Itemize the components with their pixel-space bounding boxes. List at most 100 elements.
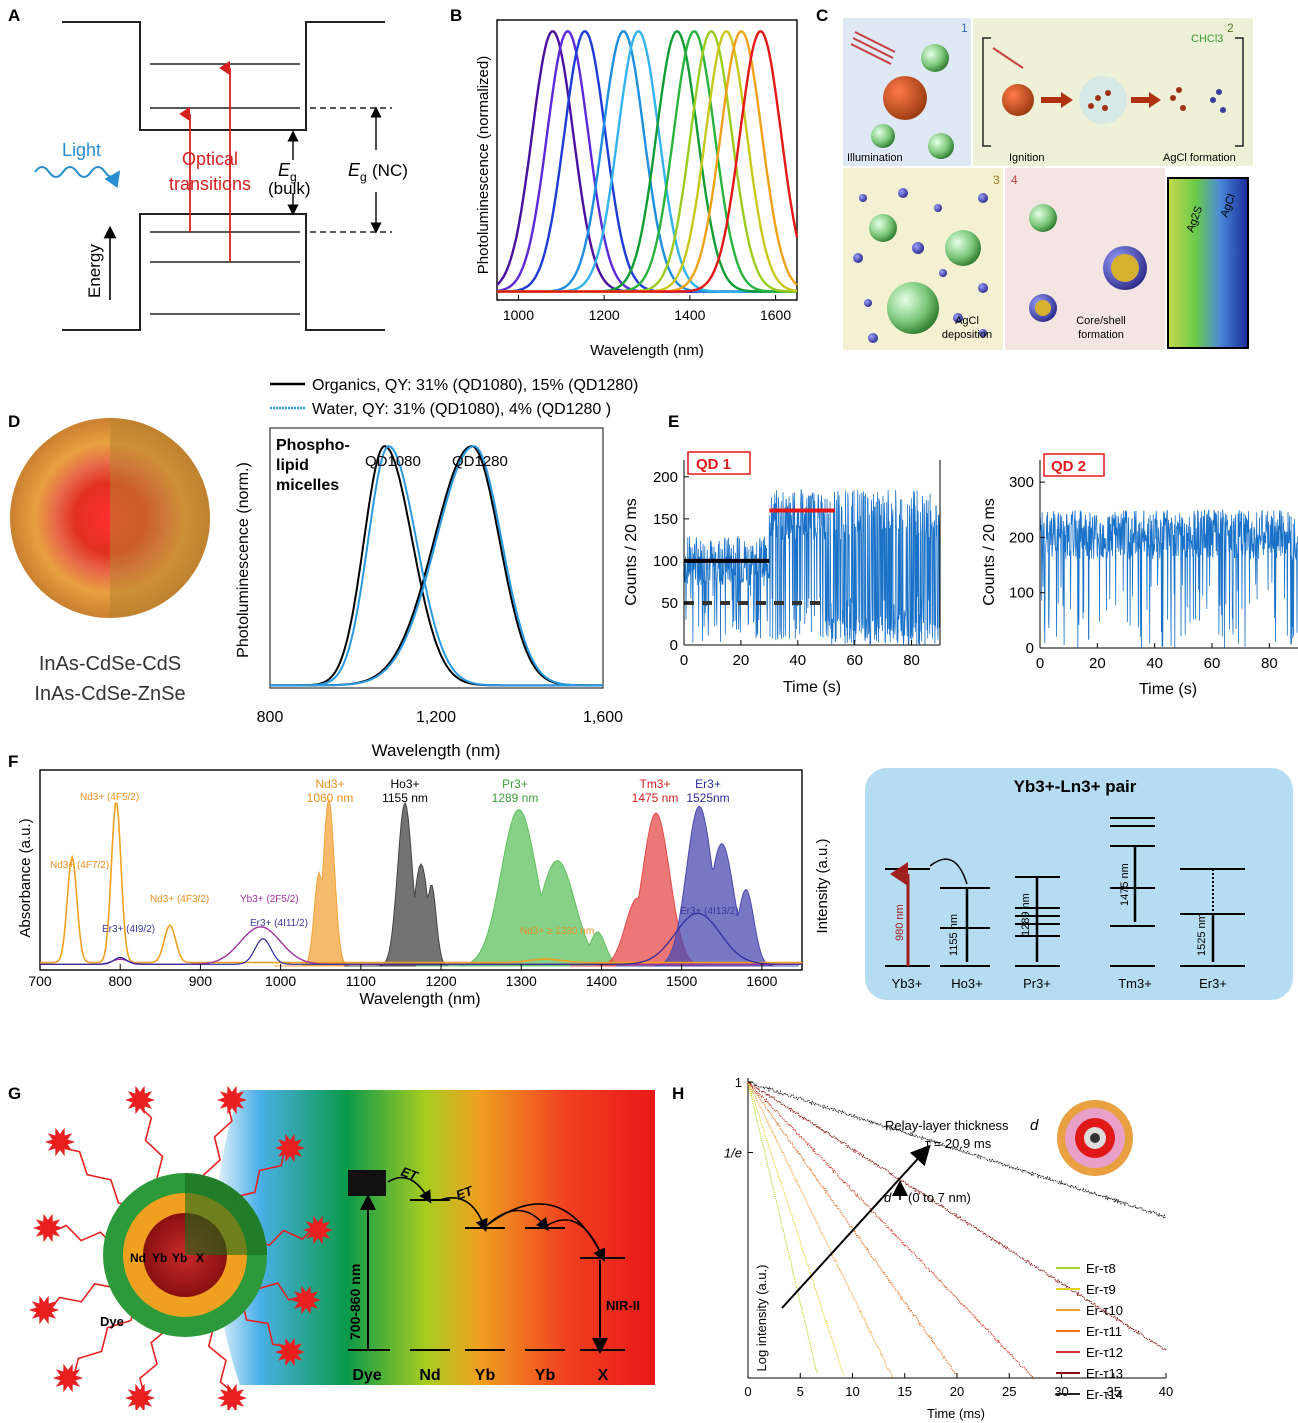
panel-label-d: D xyxy=(8,412,21,431)
g-et-2: ET xyxy=(454,1183,476,1203)
e-qd1-label: QD 1 xyxy=(696,456,731,473)
c-step2: 2 xyxy=(1227,21,1234,35)
g-dye-star-0 xyxy=(45,1127,75,1157)
f-xtick-9: 1600 xyxy=(746,973,777,989)
g-dye-star-2 xyxy=(217,1085,247,1115)
f-xtick-0: 700 xyxy=(28,973,52,989)
e-qd1-trace xyxy=(683,488,941,645)
e2-xtick-3: 60 xyxy=(1204,655,1221,672)
e-ylabel-2: Counts / 20 ms xyxy=(981,498,998,606)
f-abs-4: Yb3+ (2F5/2) xyxy=(240,894,299,905)
h-ytick-0: 1 xyxy=(735,1075,742,1090)
f-tm-ion: Tm3+ xyxy=(639,777,670,791)
g-dye-star-9 xyxy=(53,1363,83,1393)
c-step1: 1 xyxy=(961,21,968,35)
eg-nc-sub: g xyxy=(360,170,367,184)
d-qd1280: QD1280 xyxy=(452,453,508,470)
c-step3: 3 xyxy=(993,173,1000,187)
g-core-yb1: Yb xyxy=(152,1251,167,1265)
e1-xtick-1: 20 xyxy=(733,652,750,669)
h-series-0 xyxy=(747,1081,818,1374)
f-abs-6: Er3+ (4I13/2) xyxy=(680,906,739,917)
h-series-6 xyxy=(747,1079,1167,1219)
c-illumination: Illumination xyxy=(847,152,903,164)
h-xtick-8: 40 xyxy=(1159,1384,1173,1399)
g-dye-star-1 xyxy=(125,1085,155,1115)
f-abs-2: Nd3+ (4F3/2) xyxy=(150,894,209,905)
c-step4: 4 xyxy=(1011,173,1018,187)
f-er-abs xyxy=(40,912,802,965)
f-nd-wl: 1060 nm xyxy=(307,791,354,805)
panel-label-c: C xyxy=(816,6,829,25)
f-pr-ion: Pr3+ xyxy=(502,777,528,791)
h-series-5 xyxy=(747,1080,1167,1351)
e1-ytick-2: 100 xyxy=(653,553,678,570)
f-emission-1 xyxy=(343,801,482,967)
f-ylabel-2: Intensity (a.u.) xyxy=(814,838,831,933)
eg-bulk-e: E xyxy=(278,160,291,180)
ion-tm: Tm3+ xyxy=(1118,976,1152,991)
d-ylabel: Photoluminescence (norm.) xyxy=(235,462,252,658)
f-er-ion: Er3+ xyxy=(695,777,721,791)
c-coreshell-1: Core/shell xyxy=(1076,315,1126,327)
g-dye-star-7 xyxy=(217,1383,247,1410)
ion-yb: Yb3+ xyxy=(892,976,923,991)
g-level-yb2: Yb xyxy=(535,1367,556,1384)
ion-ho: Ho3+ xyxy=(951,976,982,991)
pair-box xyxy=(865,768,1293,1000)
e-qd2-trace xyxy=(1039,509,1298,648)
e1-xtick-3: 60 xyxy=(846,652,863,669)
arrow-1525: 1525 nm xyxy=(1196,913,1208,956)
f-xtick-4: 1100 xyxy=(346,973,376,989)
g-et-1: ET xyxy=(399,1164,421,1184)
b-xtick-0: 1000 xyxy=(503,307,534,323)
pair-title: Yb3+-Ln3+ pair xyxy=(1014,777,1137,796)
panel-label-f: F xyxy=(8,752,19,771)
f-xtick-3: 1000 xyxy=(265,973,296,989)
h-xtick-7: 35 xyxy=(1107,1384,1121,1399)
pl-spectra-chart-d: Organics, QY: 31% (QD1080), 15% (QD1280)… xyxy=(10,377,638,760)
f-abs-0: Nd3+ (4F7/2) xyxy=(50,860,109,871)
h-ylabel: Log intensity (a.u.) xyxy=(754,1265,769,1372)
f-ho-ion: Ho3+ xyxy=(390,777,419,791)
h-relay: Relay-layer thickness xyxy=(885,1118,1009,1133)
d-legend-organics: Organics, QY: 31% (QD1080), 15% (QD1280) xyxy=(312,377,638,394)
yb-ln-pair-diagram: Intensity (a.u.) Yb3+-Ln3+ pair 980 nm 1… xyxy=(814,768,1293,1000)
f-er-wl: 1525nm xyxy=(686,791,729,805)
d-inset-3: micelles xyxy=(276,477,339,494)
optical-label-1: Optical xyxy=(182,149,238,169)
g-level-yb1: Yb xyxy=(475,1367,496,1384)
d-struct-2: InAs-CdSe-ZnSe xyxy=(34,683,185,705)
panel-label-a: A xyxy=(8,6,21,25)
f-xtick-2: 900 xyxy=(189,973,213,989)
h-xtick-3: 15 xyxy=(898,1384,912,1399)
h-legend-0: Er-τ8 xyxy=(1086,1261,1116,1276)
e1-ytick-0: 0 xyxy=(670,637,678,654)
c-chcl3: CHCl3 xyxy=(1191,33,1223,45)
f-xlabel: Wavelength (nm) xyxy=(359,991,480,1008)
d-inset-1: Phospho- xyxy=(276,437,350,454)
e2-xtick-1: 20 xyxy=(1089,655,1106,672)
absorbance-chart-f: 700 800 900 1000 1100 1200 1300 1400 1500 1600 Ab… xyxy=(17,769,803,1008)
panel-label-e: E xyxy=(668,412,680,431)
f-abs-7: Nd3+ ≥ 1330 nm xyxy=(520,926,594,937)
g-dye-star-5 xyxy=(291,1285,321,1315)
f-emission-4 xyxy=(615,805,799,967)
h-xtick-1: 5 xyxy=(797,1384,804,1399)
e-xlabel-1: Time (s) xyxy=(783,679,841,696)
e-xlabel-2: Time (s) xyxy=(1139,681,1197,698)
ion-pr: Pr3+ xyxy=(1023,976,1051,991)
f-pr-wl: 1289 nm xyxy=(492,791,539,805)
e1-ytick-3: 150 xyxy=(653,511,678,528)
f-xtick-5: 1200 xyxy=(425,973,456,989)
e2-ytick-1: 100 xyxy=(1009,585,1034,602)
panel-label-b: B xyxy=(450,6,463,25)
arrow-980: 980 nm xyxy=(894,904,906,941)
arrow-1289: 1289 nm xyxy=(1020,893,1032,936)
h-d: d xyxy=(1030,1117,1039,1134)
c-coreshell-2: formation xyxy=(1078,329,1124,341)
h-series-3 xyxy=(747,1081,958,1377)
g-level-dye: Dye xyxy=(352,1367,381,1384)
g-nir: NIR-II xyxy=(606,1298,640,1313)
h-legend-1: Er-τ9 xyxy=(1086,1282,1116,1297)
